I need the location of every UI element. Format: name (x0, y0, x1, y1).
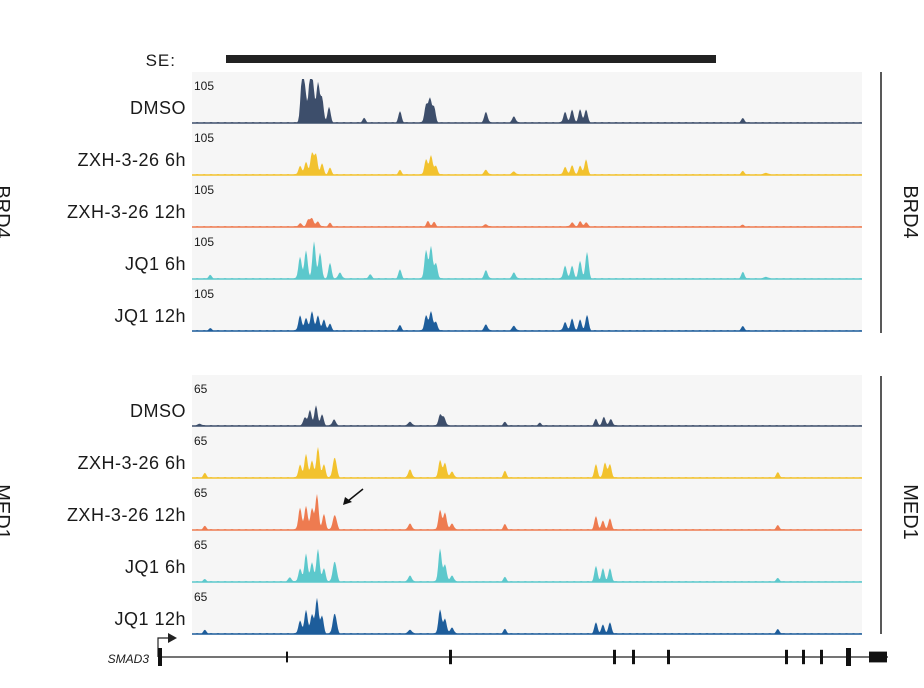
track-panels: 105 DMSO 105 ZXH-3-26 6h 105 ZXH-3-26 12h 105 J… (67, 72, 862, 635)
tss-arrow-head (168, 633, 177, 643)
exon (869, 651, 887, 663)
brd4-left-label: BRD4 (0, 185, 13, 238)
track-label: ZXH-3-26 6h (77, 453, 186, 473)
track-scale: 65 (194, 434, 208, 448)
track-label: JQ1 6h (125, 557, 186, 577)
track-label: ZXH-3-26 6h (77, 150, 186, 170)
track-background (192, 280, 862, 332)
brd4-track-4: 105 JQ1 12h (114, 280, 862, 332)
exon (785, 649, 788, 665)
track-label: ZXH-3-26 12h (67, 202, 186, 222)
se-label: SE: (146, 51, 176, 70)
med1-track-3: 65 JQ1 6h (125, 531, 862, 583)
track-background (192, 479, 862, 531)
track-background (192, 427, 862, 479)
track-label: ZXH-3-26 12h (67, 505, 186, 525)
track-scale: 65 (194, 486, 208, 500)
track-background (192, 72, 862, 124)
track-background (192, 228, 862, 280)
brd4-track-0: 105 DMSO (130, 72, 862, 124)
track-scale: 105 (194, 183, 214, 197)
track-scale: 65 (194, 382, 208, 396)
annotation-arrow (343, 488, 364, 505)
track-label: JQ1 12h (114, 306, 186, 326)
exon (846, 648, 851, 666)
se-bar (226, 55, 716, 63)
brd4-side-label: BRD4 (899, 185, 921, 238)
track-background (192, 583, 862, 635)
med1-track-0: 65 DMSO (130, 375, 862, 427)
exon (449, 649, 452, 665)
brd4-track-3: 105 JQ1 6h (125, 228, 862, 280)
exon (667, 649, 670, 665)
exon (158, 648, 162, 666)
track-scale: 65 (194, 538, 208, 552)
track-scale: 105 (194, 235, 214, 249)
brd4-track-2: 105 ZXH-3-26 12h (67, 176, 862, 228)
med1-track-4: 65 JQ1 12h (114, 583, 862, 635)
track-background (192, 176, 862, 228)
track-scale: 65 (194, 590, 208, 604)
track-background (192, 375, 862, 427)
gene-model: SMAD3 (108, 633, 888, 666)
track-scale: 105 (194, 131, 214, 145)
track-label: JQ1 6h (125, 254, 186, 274)
track-label: JQ1 12h (114, 609, 186, 629)
med1-track-1: 65 ZXH-3-26 6h (77, 427, 862, 479)
exon (802, 649, 805, 665)
med1-side-label: MED1 (899, 484, 921, 540)
brd4-track-1: 105 ZXH-3-26 6h (77, 124, 862, 176)
exon (820, 649, 823, 665)
track-background (192, 531, 862, 583)
track-scale: 105 (194, 287, 214, 301)
track-background (192, 124, 862, 176)
med1-track-2: 65 ZXH-3-26 12h (67, 479, 862, 531)
exon (632, 649, 635, 665)
med1-left-label: MED1 (0, 484, 13, 540)
track-scale: 105 (194, 79, 214, 93)
gene-name: SMAD3 (108, 652, 150, 666)
exon (613, 649, 616, 665)
exon (286, 651, 288, 663)
track-label: DMSO (130, 98, 186, 118)
track-label: DMSO (130, 401, 186, 421)
